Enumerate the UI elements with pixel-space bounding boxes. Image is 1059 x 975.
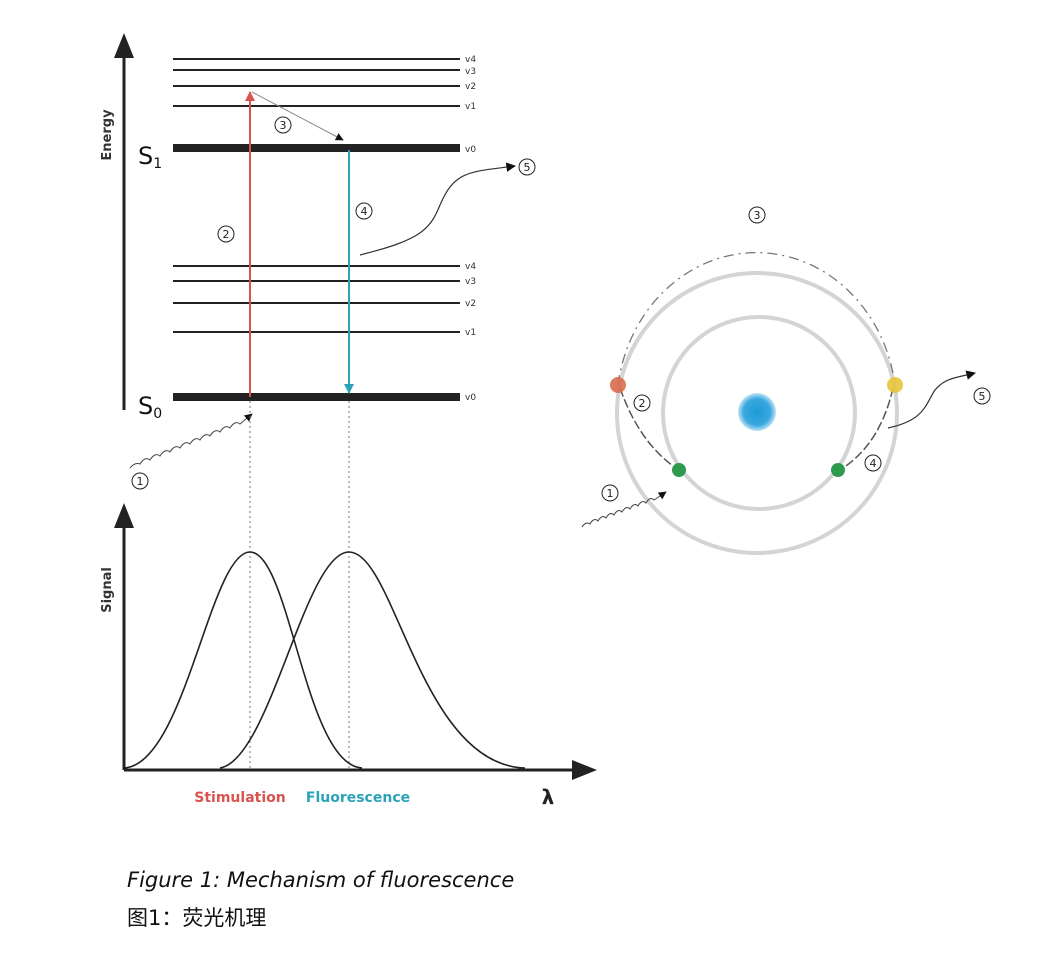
relaxation-arrow — [251, 91, 344, 141]
energy-levels — [173, 58, 460, 401]
svg-text:1: 1 — [137, 475, 144, 488]
outer-orbit — [615, 271, 899, 555]
svg-text:1: 1 — [607, 487, 614, 500]
svg-text:4: 4 — [870, 457, 877, 470]
figure-caption-chinese: 图1：荧光机理 — [127, 906, 267, 930]
level-labels: v4 v3 v2 v1 v0 v4 v3 v2 v1 v0 — [465, 55, 476, 403]
svg-text:2: 2 — [639, 397, 646, 410]
step-markers-energy: 1 2 3 4 5 — [131, 116, 536, 490]
s0-label: S0 — [138, 392, 162, 422]
svg-text:v3: v3 — [465, 277, 476, 287]
signal-axis-label: Signal — [100, 567, 115, 613]
electron-excited — [610, 377, 626, 393]
svg-text:3: 3 — [754, 209, 761, 222]
svg-text:5: 5 — [524, 161, 531, 174]
step-markers-atom: 1 2 3 4 5 — [601, 206, 991, 502]
atom-model — [581, 252, 976, 555]
energy-axis: Energy — [100, 33, 134, 410]
electron-ground-right — [831, 463, 845, 477]
photon-in-wave — [129, 413, 253, 469]
svg-text:5: 5 — [979, 390, 986, 403]
energy-axis-label: Energy — [100, 109, 115, 161]
lambda-axis-label: λ — [542, 785, 555, 809]
s1-label: S1 — [138, 142, 162, 172]
electron-ground-left — [672, 463, 686, 477]
excitation-path — [619, 387, 680, 471]
svg-text:v4: v4 — [465, 262, 476, 272]
svg-text:v2: v2 — [465, 82, 476, 92]
electron-relaxed — [887, 377, 903, 393]
stimulation-label: Stimulation — [194, 790, 285, 806]
fluorescence-curve — [219, 551, 526, 769]
svg-text:v3: v3 — [465, 67, 476, 77]
svg-text:v0: v0 — [465, 145, 476, 155]
atom-heat-wave — [887, 370, 976, 429]
stimulation-curve — [123, 551, 363, 769]
fluorescence-label: Fluorescence — [306, 790, 410, 806]
svg-text:v2: v2 — [465, 299, 476, 309]
atom-photon-in-wave — [581, 491, 667, 528]
svg-text:v4: v4 — [465, 55, 476, 65]
nucleus — [738, 393, 776, 431]
svg-text:v0: v0 — [465, 393, 476, 403]
excited-arc — [617, 252, 896, 386]
spectrum-axes: Signal λ — [100, 503, 597, 809]
svg-text:3: 3 — [280, 119, 287, 132]
svg-text:v1: v1 — [465, 328, 476, 338]
svg-text:2: 2 — [223, 228, 230, 241]
svg-text:v1: v1 — [465, 102, 476, 112]
figure-caption-english: Figure 1: Mechanism of fluorescence — [127, 868, 515, 892]
heat-release-wave — [359, 162, 516, 256]
emission-path — [839, 387, 894, 471]
svg-text:4: 4 — [361, 205, 368, 218]
inner-orbit — [661, 315, 857, 511]
